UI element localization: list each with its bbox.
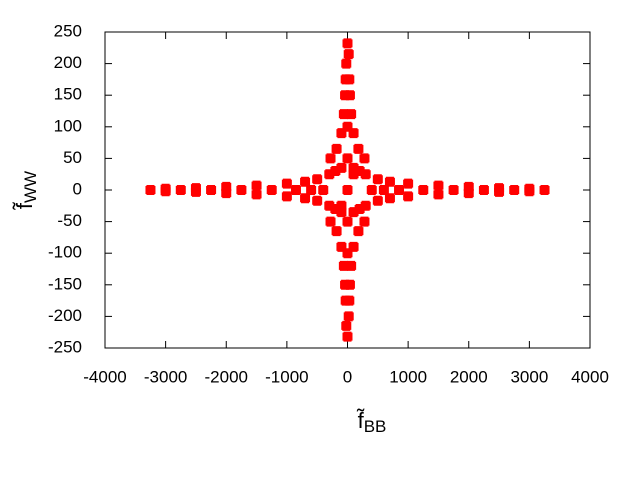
point	[343, 311, 354, 322]
point	[325, 216, 336, 227]
point	[160, 186, 171, 197]
x-tick-label: 4000	[571, 367, 609, 386]
point	[300, 193, 311, 204]
point	[312, 195, 323, 206]
point	[348, 128, 359, 139]
y-tick-label: 50	[63, 148, 82, 167]
point	[318, 185, 329, 195]
point	[281, 178, 292, 189]
point	[206, 185, 217, 195]
point	[336, 241, 347, 252]
point	[338, 260, 349, 271]
y-label-sub: WW	[21, 171, 40, 203]
y-tick-label: 200	[54, 53, 82, 72]
x-tick-label: -4000	[83, 367, 126, 386]
point	[418, 185, 429, 195]
x-tick-label: -3000	[144, 367, 187, 386]
y-label-main: f̃	[12, 202, 37, 211]
point	[494, 186, 505, 197]
point	[366, 185, 377, 195]
point	[331, 226, 342, 237]
y-tick-label: -200	[48, 306, 82, 325]
point	[290, 185, 301, 195]
x-label-main: f̃	[356, 408, 365, 433]
x-tick-label: 1000	[389, 367, 427, 386]
x-tick-label: 2000	[450, 367, 488, 386]
point	[175, 185, 186, 195]
point	[384, 193, 395, 204]
point	[433, 189, 444, 200]
y-tick-label: 250	[54, 21, 82, 40]
y-tick-label: 150	[54, 85, 82, 104]
point	[341, 58, 352, 69]
point	[341, 320, 352, 331]
point	[359, 153, 370, 164]
point	[325, 153, 336, 164]
point	[353, 226, 364, 237]
y-tick-label: -150	[48, 274, 82, 293]
point	[342, 153, 353, 164]
point	[340, 279, 351, 290]
point	[340, 90, 351, 101]
y-tick-label: 100	[54, 116, 82, 135]
point	[403, 191, 414, 202]
point	[340, 74, 351, 85]
point	[348, 207, 359, 218]
point	[478, 185, 489, 195]
point	[281, 191, 292, 202]
point	[524, 186, 535, 197]
point	[463, 188, 474, 199]
point	[336, 162, 347, 173]
y-tick-label: 0	[73, 179, 82, 198]
point	[372, 174, 383, 185]
y-axis-label: f̃WW	[12, 171, 41, 211]
point	[338, 109, 349, 120]
point	[336, 200, 347, 211]
point	[509, 185, 520, 195]
y-tick-label: -250	[48, 337, 82, 356]
point	[403, 178, 414, 189]
x-tick-label: -2000	[205, 367, 248, 386]
point	[300, 176, 311, 187]
point	[348, 169, 359, 180]
point	[331, 143, 342, 154]
y-tick-label: -100	[48, 243, 82, 262]
point	[359, 216, 370, 227]
x-tick-label: 0	[343, 367, 352, 386]
point	[342, 331, 353, 342]
point	[448, 185, 459, 195]
point	[221, 188, 232, 199]
x-axis-label: f̃BB	[356, 408, 386, 437]
point	[236, 185, 247, 195]
point	[539, 185, 550, 195]
point	[353, 143, 364, 154]
point	[190, 186, 201, 197]
point	[342, 38, 353, 49]
point	[251, 180, 262, 191]
point	[342, 248, 353, 259]
point	[342, 185, 353, 195]
point	[342, 121, 353, 132]
point	[348, 241, 359, 252]
x-tick-label: -1000	[265, 367, 308, 386]
point	[340, 295, 351, 306]
point	[378, 185, 389, 195]
point	[312, 174, 323, 185]
x-tick-label: 3000	[510, 367, 548, 386]
point	[145, 185, 156, 195]
point	[336, 128, 347, 139]
point	[266, 185, 277, 195]
point	[342, 216, 353, 227]
point	[384, 176, 395, 187]
point	[372, 195, 383, 206]
y-tick-label: -50	[57, 211, 82, 230]
point	[433, 180, 444, 191]
point	[251, 189, 262, 200]
point	[306, 185, 317, 195]
point	[394, 185, 405, 195]
point	[343, 49, 354, 60]
x-label-sub: BB	[364, 417, 387, 436]
